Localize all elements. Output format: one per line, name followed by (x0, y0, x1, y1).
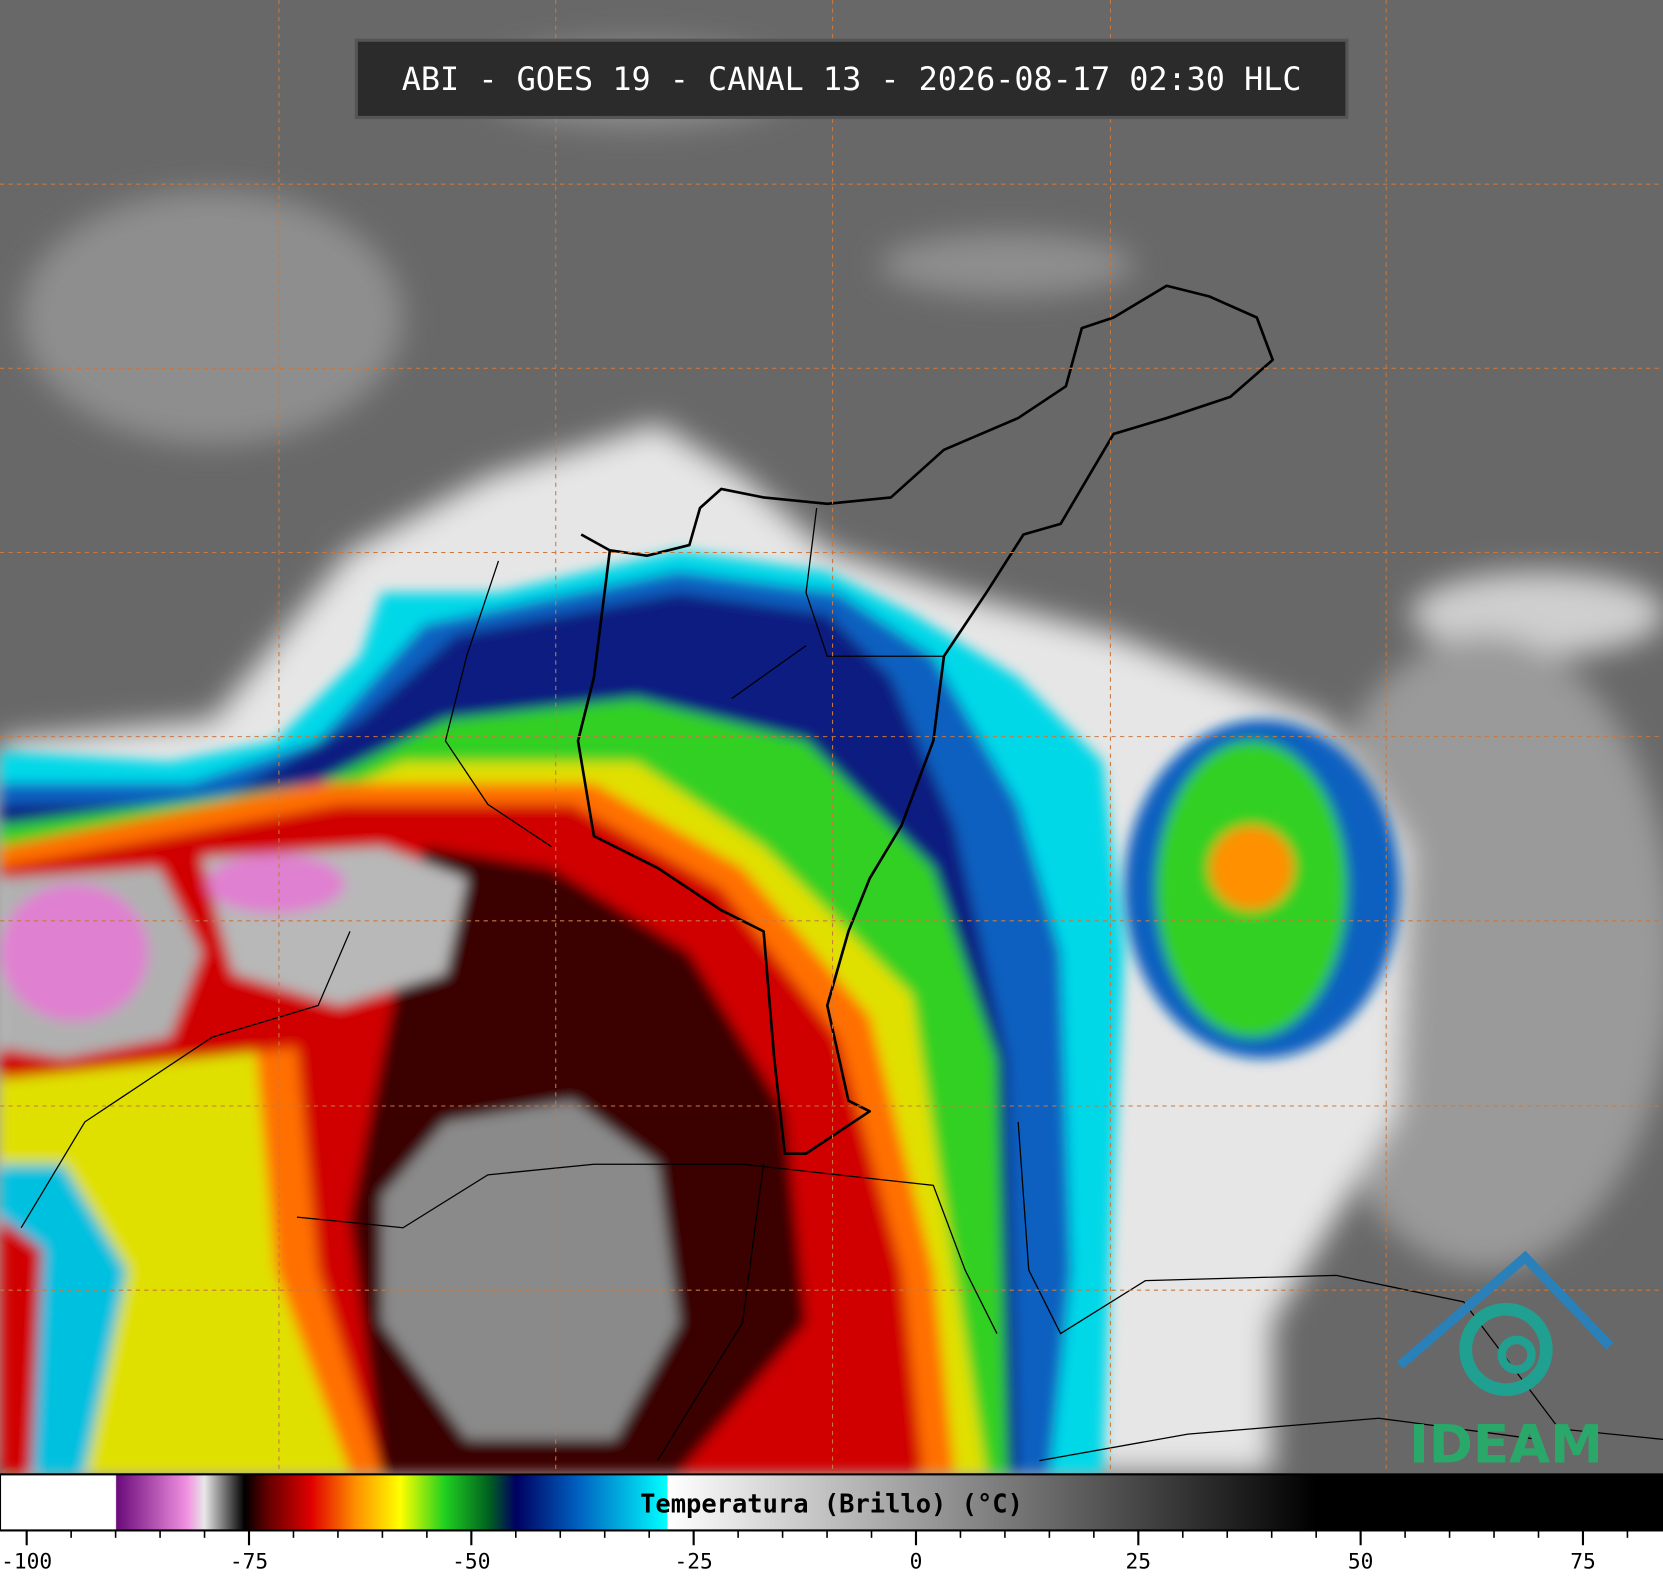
logo-text: IDEAM (1409, 1415, 1603, 1476)
colorbar-label: Temperatura (Brillo) (°C) (640, 1488, 1023, 1518)
tick-label: 75 (1570, 1549, 1596, 1574)
tick-label: -75 (230, 1549, 268, 1574)
logo: IDEAM (1396, 1250, 1614, 1476)
colorbar (0, 1473, 1663, 1532)
tick-label: -50 (452, 1549, 490, 1574)
title: ABI - GOES 19 - CANAL 13 - 2026-08-17 02… (402, 62, 1302, 98)
colorbar-ticks: -100 -75 -50 -25 0 25 50 75 (1, 1530, 1629, 1574)
tick-label: -100 (1, 1549, 52, 1574)
satellite-image (0, 0, 1663, 1474)
tick-label: 25 (1126, 1549, 1152, 1574)
title-box (354, 38, 1349, 120)
tick-label: -25 (675, 1549, 713, 1574)
tick-label: 50 (1348, 1549, 1374, 1574)
tick-label: 0 (910, 1549, 923, 1574)
